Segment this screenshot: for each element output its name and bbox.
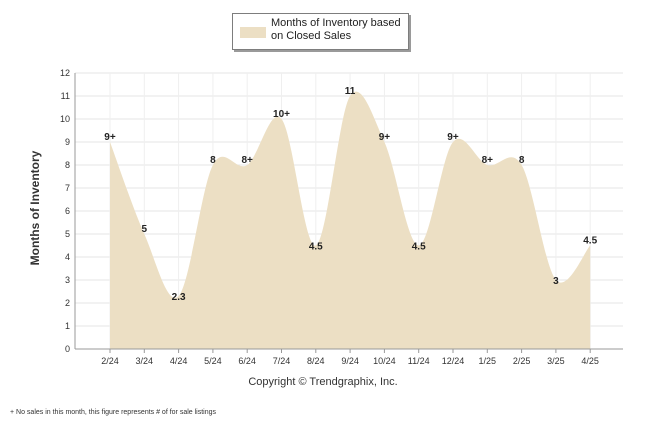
y-tick-label: 3 xyxy=(65,275,70,285)
x-tick-label: 7/24 xyxy=(273,356,291,366)
x-tick-label: 6/24 xyxy=(238,356,256,366)
data-label: 8 xyxy=(210,155,216,166)
data-label: 4.5 xyxy=(309,242,323,253)
y-tick-label: 9 xyxy=(65,137,70,147)
data-label: 9+ xyxy=(447,132,459,143)
legend-label: Months of Inventory based on Closed Sale… xyxy=(271,17,401,42)
y-tick-label: 4 xyxy=(65,252,70,262)
x-tick-label: 9/24 xyxy=(341,356,359,366)
x-tick-label: 11/24 xyxy=(408,356,430,366)
x-tick-label: 2/24 xyxy=(101,356,119,366)
copyright-text: Copyright © Trendgraphix, Inc. xyxy=(248,376,398,388)
x-tick-label: 8/24 xyxy=(307,356,325,366)
area-fill xyxy=(110,91,591,349)
y-tick-label: 12 xyxy=(60,68,70,78)
data-label: 8 xyxy=(519,155,525,166)
data-label: 8+ xyxy=(482,155,494,166)
y-tick-label: 10 xyxy=(60,114,70,124)
footnote: + No sales in this month, this figure re… xyxy=(10,409,217,416)
x-tick-label: 12/24 xyxy=(442,356,465,366)
y-tick-label: 1 xyxy=(65,321,70,331)
y-tick-label: 0 xyxy=(65,344,70,354)
x-tick-label: 1/25 xyxy=(479,356,497,366)
x-tick-label: 3/25 xyxy=(547,356,565,366)
y-tick-label: 8 xyxy=(65,160,70,170)
data-label: 8+ xyxy=(241,155,253,166)
legend: Months of Inventory based on Closed Sale… xyxy=(232,13,409,50)
x-tick-label: 4/24 xyxy=(170,356,188,366)
x-tick-label: 10/24 xyxy=(373,356,396,366)
data-label: 4.5 xyxy=(583,236,597,247)
y-axis-label: Months of Inventory xyxy=(28,150,42,266)
y-tick-label: 11 xyxy=(61,91,70,101)
data-labels: 9+ 5 2.3 8 8+ 10+ 4.5 11 9+ 4.5 9+ 8+ 8 3 4.5 xyxy=(104,86,597,303)
x-tick-label: 2/25 xyxy=(513,356,531,366)
legend-swatch xyxy=(240,27,266,38)
data-label: 4.5 xyxy=(412,242,426,253)
y-tick-label: 7 xyxy=(65,183,70,193)
area-series xyxy=(110,91,591,349)
x-tick-label: 5/24 xyxy=(204,356,222,366)
data-label: 11 xyxy=(345,86,356,97)
data-label: 10+ xyxy=(273,109,290,120)
data-label: 2.3 xyxy=(172,292,186,303)
data-label: 3 xyxy=(553,276,559,287)
data-label: 9+ xyxy=(104,132,116,143)
x-tick-label: 4/25 xyxy=(581,356,599,366)
x-tick-label: 3/24 xyxy=(136,356,154,366)
y-tick-label: 2 xyxy=(65,298,70,308)
y-tick-label: 6 xyxy=(65,206,70,216)
data-label: 5 xyxy=(142,224,148,235)
data-label: 9+ xyxy=(379,132,391,143)
y-tick-label: 5 xyxy=(65,229,70,239)
